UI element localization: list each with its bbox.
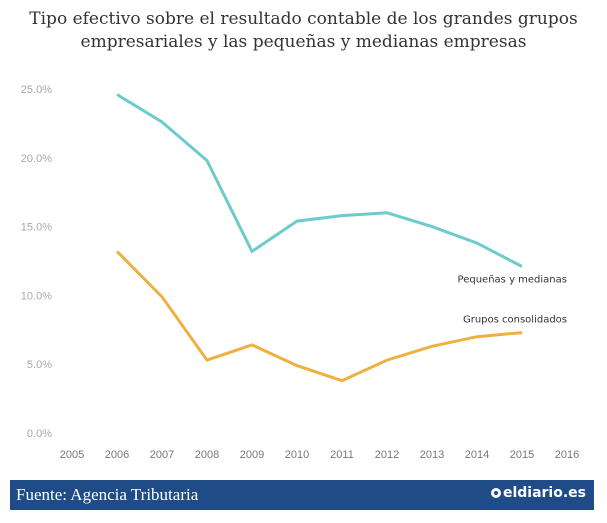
x-tick-label: 2005: [60, 449, 84, 461]
brand-logo: eldiario.es: [490, 485, 586, 501]
y-tick-label: 25.0%: [21, 84, 52, 96]
chart-title: Tipo efectivo sobre el resultado contabl…: [0, 8, 607, 54]
x-tick-label: 2010: [285, 449, 309, 461]
footer-bar: Fuente: Agencia Tributaria eldiario.es: [10, 480, 594, 510]
source-text: Fuente: Agencia Tributaria: [16, 485, 199, 504]
y-tick-label: 20.0%: [21, 153, 52, 165]
series-label: Pequeñas y medianas: [458, 275, 567, 286]
series-lines: [115, 93, 523, 383]
series-line-pymes: [116, 93, 523, 268]
brand-circle-icon: [490, 488, 501, 498]
x-tick-label: 2012: [375, 449, 399, 461]
x-tick-label: 2008: [195, 449, 219, 461]
x-tick-label: 2011: [330, 449, 354, 461]
title-line-2: empresariales y las pequeñas y medianas …: [80, 32, 527, 52]
series-label: Grupos consolidados: [463, 315, 567, 326]
y-tick-label: 10.0%: [21, 290, 52, 302]
y-tick-label: 0.0%: [27, 428, 52, 440]
x-tick-label: 2016: [555, 449, 579, 461]
x-tick-label: 2013: [420, 449, 444, 461]
x-tick-label: 2006: [105, 449, 129, 461]
x-tick-label: 2007: [150, 449, 174, 461]
series-labels: Pequeñas y medianas Grupos consolidados: [458, 275, 567, 326]
x-axis-ticks: 2005 2006 2007 2008 2009 2010 2011 2012 2013 2014…: [60, 449, 579, 461]
y-axis-ticks: 0.0% 5.0% 10.0% 15.0% 20.0% 25.0%: [21, 84, 52, 440]
y-tick-label: 5.0%: [27, 359, 52, 371]
series-line-grupos: [115, 250, 523, 383]
x-tick-label: 2014: [465, 449, 489, 461]
x-tick-label: 2009: [240, 449, 264, 461]
brand-name: eldiario.es: [502, 485, 586, 501]
x-tick-label: 2015: [510, 449, 534, 461]
y-tick-label: 15.0%: [21, 222, 52, 234]
title-line-1: Tipo efectivo sobre el resultado contabl…: [29, 9, 578, 29]
